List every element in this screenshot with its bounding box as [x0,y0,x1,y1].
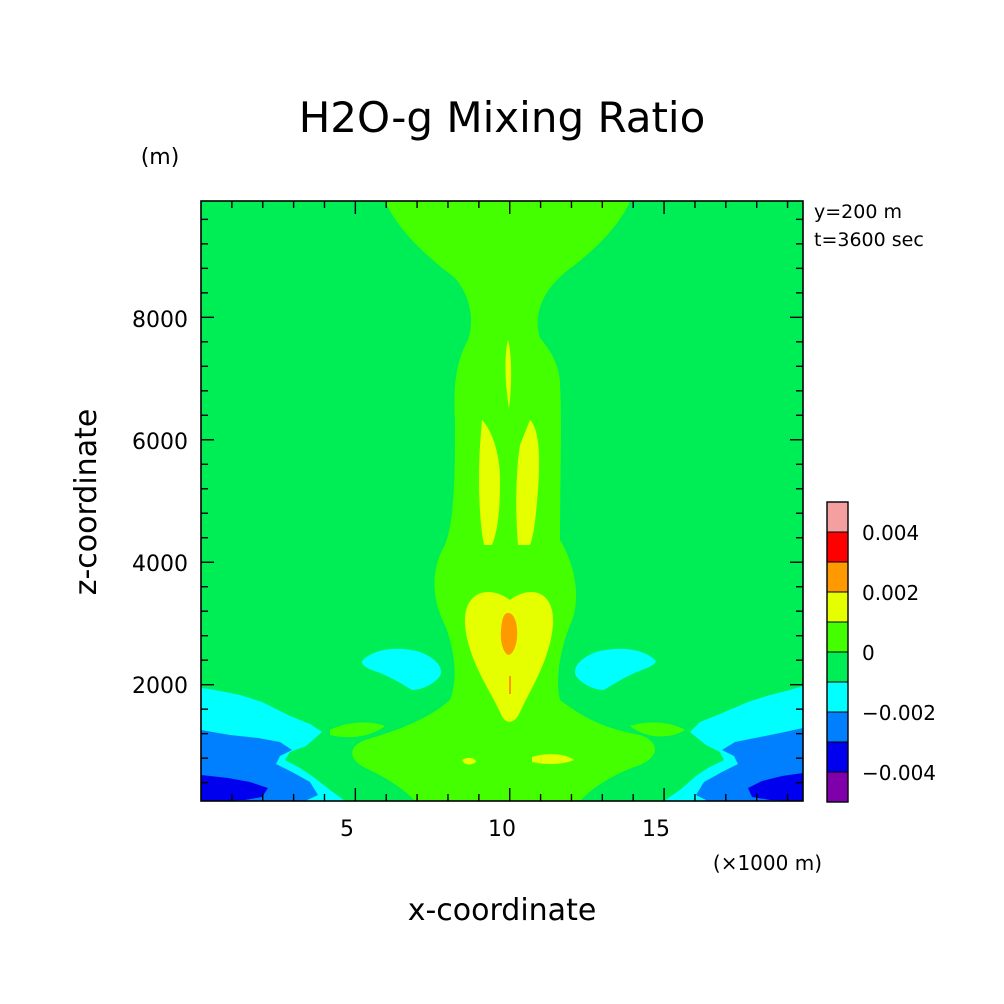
colorbar-label: 0.004 [862,521,919,545]
colorbar-label: −0.002 [862,701,936,725]
x-axis-label: x-coordinate [408,893,597,928]
y-unit-label: (m) [141,145,180,170]
x-tick-label: 15 [642,817,670,842]
y-tick-label: 4000 [132,552,188,577]
y-tick-label: 8000 [132,308,188,333]
axis-ticks [201,201,803,801]
chart-title: H2O-g Mixing Ratio [299,93,706,142]
colorbar-swatch [827,772,848,802]
colorbar-swatch [827,712,848,742]
x-tick-label: 10 [488,817,516,842]
contour-yellow-upper-right [516,420,540,545]
x-unit-label: (×1000 m) [713,851,822,875]
colorbar-tick-labels: 0.004 0.002 0 −0.002 −0.004 [862,521,936,785]
colorbar-swatch [827,682,848,712]
colorbar-swatch [827,502,848,532]
annotation-time: t=3600 sec [814,229,924,251]
contour-left-darkblue [201,775,268,801]
contour-plume-right-band [630,722,685,737]
y-tick-label: 2000 [132,674,188,699]
contour-plume-left-band [330,722,385,738]
colorbar-label: 0.002 [862,581,919,605]
colorbar-swatch [827,742,848,772]
contour-field [201,201,803,801]
x-tick-labels: 5 10 15 [340,817,670,842]
contour-yellow-core [464,592,554,722]
colorbar-swatch [827,562,848,592]
colorbar-swatch [827,592,848,622]
y-tick-labels: 2000 4000 6000 8000 [132,308,188,699]
contour-yellow-upper-left [479,420,500,545]
colorbar-swatch [827,532,848,562]
plot-frame [200,200,804,802]
colorbar-swatch [827,622,848,652]
contour-right-darkblue [748,773,803,801]
contour-yellow-low-left [462,757,476,765]
contour-orange-core [500,613,518,655]
contour-cyan-blob-right [574,648,656,690]
annotation-y-level: y=200 m [814,201,902,223]
y-tick-label: 6000 [132,430,188,455]
x-tick-label: 5 [340,817,354,842]
colorbar-label: −0.004 [862,761,936,785]
contour-plume [352,201,655,801]
colorbar-swatch [827,652,848,682]
contour-cyan-blob-left [362,648,442,690]
y-axis-label: z-coordinate [69,409,104,596]
contour-yellow-low-right [532,754,574,765]
contour-orange-thin [509,676,511,694]
contour-yellow-top [505,340,512,408]
colorbar-label: 0 [862,641,875,665]
colorbar [826,501,849,803]
